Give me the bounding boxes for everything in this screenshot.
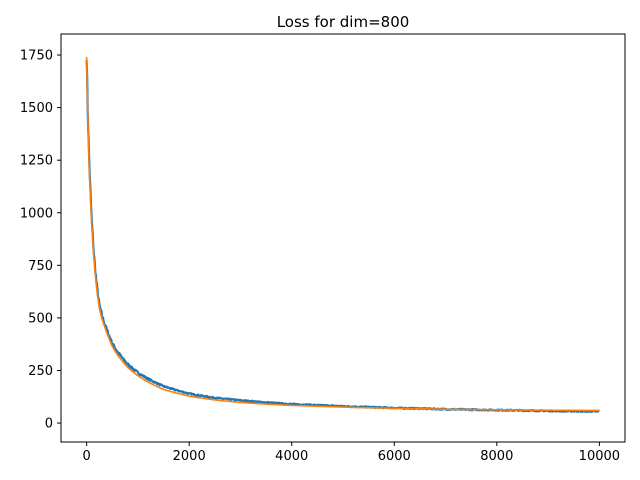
series-line-2 <box>85 57 600 412</box>
y-tick-label: 1500 <box>20 101 53 116</box>
y-tick-label: 500 <box>28 311 53 326</box>
axes-frame <box>60 33 626 443</box>
x-tick-label: 6000 <box>378 449 411 464</box>
plot-area: 0 2000 4000 6000 8000 10000 0 250 500 750 1000 1250… <box>20 33 626 464</box>
x-tick-label: 2000 <box>173 449 206 464</box>
y-tick-label: 1750 <box>20 49 53 64</box>
chart-title: Loss for dim=800 <box>277 13 410 31</box>
x-tick-label: 8000 <box>480 449 513 464</box>
y-tick-label: 250 <box>28 364 53 379</box>
y-tick-label: 750 <box>28 259 53 274</box>
y-tick-label: 0 <box>45 417 53 432</box>
y-tick-label: 1000 <box>20 206 53 221</box>
x-tick-label: 4000 <box>275 449 308 464</box>
y-tick-label: 1250 <box>20 154 53 169</box>
x-tick-label: 0 <box>82 449 90 464</box>
x-tick-label: 10000 <box>579 449 620 464</box>
